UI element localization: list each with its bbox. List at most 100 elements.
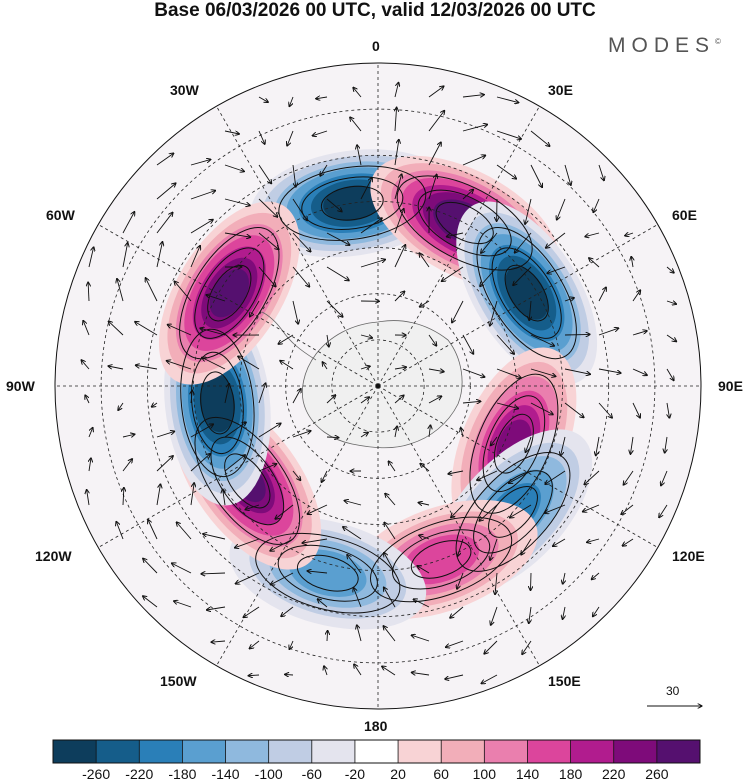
wind-vector — [417, 566, 430, 574]
anomaly-contour-5-1 — [391, 529, 491, 590]
wind-vector — [287, 130, 294, 146]
latitude-circle — [192, 200, 564, 572]
graticule — [55, 63, 701, 709]
wind-vector — [156, 183, 176, 200]
colorbar-tick-label: -60 — [301, 766, 322, 782]
wind-vector — [665, 436, 667, 453]
wind-vector — [490, 538, 498, 560]
wind-vector — [292, 198, 307, 221]
wind-vector — [411, 635, 430, 642]
anomaly-contour-5-0 — [369, 516, 513, 603]
anomaly-level-9-260 — [209, 268, 249, 318]
wind-vector — [156, 456, 173, 472]
anomaly-contour-7-1 — [210, 436, 285, 526]
colorbar-segment — [225, 740, 270, 763]
wind-vector — [190, 191, 216, 200]
wind-vector — [382, 666, 396, 676]
wind-vector — [666, 266, 674, 273]
wind-vector — [496, 334, 514, 354]
wind-vector — [659, 504, 668, 518]
wind-vector — [394, 209, 404, 234]
wind-vector — [245, 504, 260, 510]
wind-vector — [360, 177, 372, 200]
wind-vector — [384, 587, 396, 608]
wind-vector — [235, 572, 260, 584]
wind-vector — [347, 555, 362, 574]
colorbar-tick-label: 260 — [645, 766, 669, 782]
wind-vector — [547, 266, 566, 273]
anomaly-contour-4-2 — [488, 486, 538, 538]
wind-vector — [491, 436, 498, 446]
wind-vector — [623, 470, 634, 485]
wind-vector — [428, 369, 444, 372]
wind-vector — [116, 521, 124, 540]
wind-vector — [143, 558, 158, 574]
wind-vector — [190, 246, 200, 268]
wind-vector — [593, 198, 600, 213]
wind-vector — [589, 258, 600, 268]
wind-vector — [428, 396, 442, 404]
colorbar-tick-label: -180 — [168, 766, 197, 782]
wind-vector — [307, 571, 328, 573]
wind-vector — [201, 573, 226, 574]
wind-vector — [206, 606, 226, 610]
wind-vector — [484, 640, 498, 654]
colorbar-segment — [268, 740, 313, 763]
wind-vector — [582, 504, 600, 512]
colorbar-frame — [52, 739, 701, 764]
wind-vector — [457, 572, 464, 589]
wind-vector — [322, 362, 328, 370]
lon-label-60w: 60W — [46, 207, 75, 223]
wind-vector — [445, 640, 464, 647]
wind-vector — [83, 320, 90, 336]
wind-vector — [354, 664, 362, 676]
wind-vector — [191, 390, 192, 404]
wind-vector — [357, 625, 362, 642]
anomaly-contour-2-2 — [504, 264, 549, 322]
wind-vector — [632, 331, 647, 336]
anomaly-contour-0-1 — [301, 176, 404, 230]
wind-vector — [598, 328, 619, 336]
wind-vector — [428, 110, 445, 132]
wind-vector — [428, 86, 444, 98]
wind-vector — [545, 470, 566, 484]
wind-vector — [462, 334, 474, 354]
wind-vector — [326, 395, 336, 404]
anomaly-contour-2-0 — [476, 227, 577, 360]
wind-vector — [632, 368, 647, 375]
wind-vector — [108, 366, 124, 370]
wind-vector — [224, 232, 251, 237]
anomaly-contour-3-0 — [469, 373, 559, 514]
wind-vector — [418, 503, 430, 506]
wind-vector — [584, 470, 600, 485]
wind-vector — [462, 124, 488, 132]
wind-vector — [166, 361, 192, 370]
wind-vector — [546, 232, 566, 248]
wind-vector — [394, 139, 399, 166]
wind-vector — [563, 606, 566, 619]
wind-vector — [317, 599, 328, 608]
wind-vector — [270, 538, 294, 551]
colorbar-tick-label: 20 — [390, 766, 406, 782]
wind-vector — [156, 153, 174, 166]
wind-vector — [312, 130, 328, 136]
wind-vector — [89, 458, 91, 472]
wind-vector — [350, 117, 362, 132]
wind-vector — [530, 334, 555, 346]
anomaly-contour-7-0 — [194, 416, 301, 545]
wind-vector — [462, 95, 484, 97]
wind-vector — [206, 295, 226, 302]
wind-vector — [353, 87, 362, 98]
wind-vector — [174, 601, 192, 608]
colorbar-segment — [613, 740, 658, 763]
wind-vector — [248, 675, 260, 676]
colorbar-segment — [354, 740, 399, 763]
wind-vector — [564, 402, 584, 418]
anomaly-contour-9-1 — [194, 247, 265, 339]
wind-vector — [324, 666, 327, 676]
wind-vector — [529, 300, 531, 321]
wind-vector — [394, 395, 404, 404]
wind-vector — [270, 572, 294, 585]
map-title: Base 06/03/2026 00 UTC, valid 12/03/2026… — [154, 0, 596, 21]
